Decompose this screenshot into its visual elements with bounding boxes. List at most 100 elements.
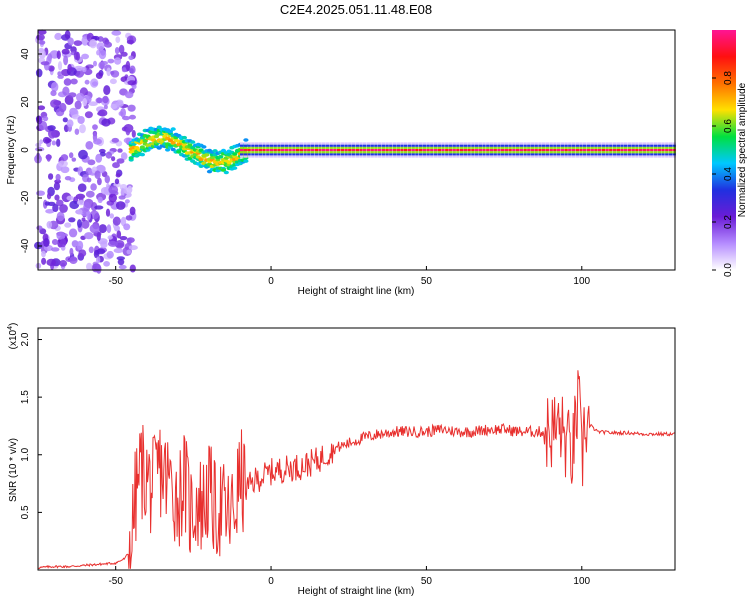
heatmap-cell [642,148,647,152]
heatmap-cell [493,148,497,152]
heatmap-cell [508,148,512,152]
heatmap-cell [668,144,673,147]
heatmap-cell [456,151,460,154]
heatmap-cell [370,144,374,147]
heatmap-cell [556,144,561,147]
heatmap-cell [460,151,464,154]
heatmap-cell [542,144,546,147]
heatmap-cell [586,146,591,149]
heatmap-cell [92,124,98,130]
heatmap-cell [493,155,497,158]
heatmap-cell [307,148,311,152]
heatmap-cell [284,142,289,145]
heatmap-cell [114,240,125,249]
heatmap-cell [504,142,509,145]
heatmap-cell [295,144,300,147]
heatmap-cell [389,146,393,149]
heatmap-cell [489,153,494,156]
heatmap-cell [672,144,676,147]
heatmap-cell [351,148,356,152]
heatmap-cell [560,142,565,145]
heatmap-cell [70,78,78,85]
heatmap-cell [601,153,606,156]
heatmap-cell [295,151,300,154]
heatmap-cell [77,116,85,124]
heatmap-cell [471,146,475,149]
heatmap-cell [325,146,330,149]
heatmap-cell [612,142,617,145]
heatmap-cell [404,142,408,145]
heatmap-cell [579,146,583,149]
heatmap-cell [377,155,382,158]
heatmap-cell [295,146,300,149]
heatmap-cell [381,144,386,147]
heatmap-cell [98,49,107,60]
heatmap-cell [631,151,635,154]
heatmap-cell [240,146,244,149]
x-tick-label: 100 [573,276,590,287]
heatmap-cell [642,146,647,149]
heatmap-cell [527,148,531,152]
heatmap-cell [310,146,315,149]
heatmap-cell [82,66,87,73]
heatmap-cell [627,151,632,154]
heatmap-cell [471,144,475,147]
heatmap-cell [374,144,378,147]
heatmap-cell [87,159,96,166]
heatmap-cell [344,142,348,145]
heatmap-cell [336,146,341,149]
heatmap-cell [60,154,69,162]
heatmap-cell [512,144,516,147]
heatmap-cell [609,142,613,145]
heatmap-cell [40,61,50,66]
heatmap-cell [273,146,277,149]
heatmap-cell [128,156,134,160]
heatmap-cell [95,97,103,104]
heatmap-cell [392,155,397,158]
heatmap-cell [665,155,669,158]
heatmap-cell [471,151,475,154]
heatmap-cell [422,146,427,149]
heatmap-cell [661,155,665,158]
heatmap-cell [336,151,341,154]
heatmap-cell [519,155,523,158]
heatmap-cell [118,264,127,270]
heatmap-cell [310,148,315,152]
heatmap-cell [76,92,85,102]
heatmap-cell [396,142,400,145]
heatmap-cell [123,223,131,231]
heatmap-cell [86,210,91,221]
heatmap-cell [575,153,579,156]
heatmap-cell [433,144,438,147]
heatmap-cell [508,155,512,158]
heatmap-cell [661,148,665,152]
heatmap-cell [624,144,628,147]
heatmap-cell [590,146,594,149]
heatmap-cell [534,146,538,149]
heatmap-cell [486,148,490,152]
heatmap-cell [471,155,475,158]
heatmap-cell [579,148,583,152]
heatmap-cell [463,153,468,156]
heatmap-cell [377,153,382,156]
heatmap-cell [527,146,531,149]
heatmap-cell [549,142,553,145]
heatmap-cell [292,151,296,154]
heatmap-cell [277,155,281,158]
heatmap-cell [668,151,673,154]
heatmap-cell [594,151,598,154]
heatmap-cell [426,153,430,156]
heatmap-cell [441,155,445,158]
heatmap-cell [115,173,121,178]
heatmap-cell [273,151,277,154]
heatmap-cell [508,142,512,145]
colorbar-gradient [712,30,736,270]
heatmap-cell [51,82,59,92]
heatmap-cell [329,146,333,149]
heatmap-cell [359,146,363,149]
heatmap-cell [117,258,125,266]
heatmap-cell [262,148,266,152]
heatmap-cell [295,148,300,152]
heatmap-cell [441,144,445,147]
heatmap-cell [127,185,133,194]
